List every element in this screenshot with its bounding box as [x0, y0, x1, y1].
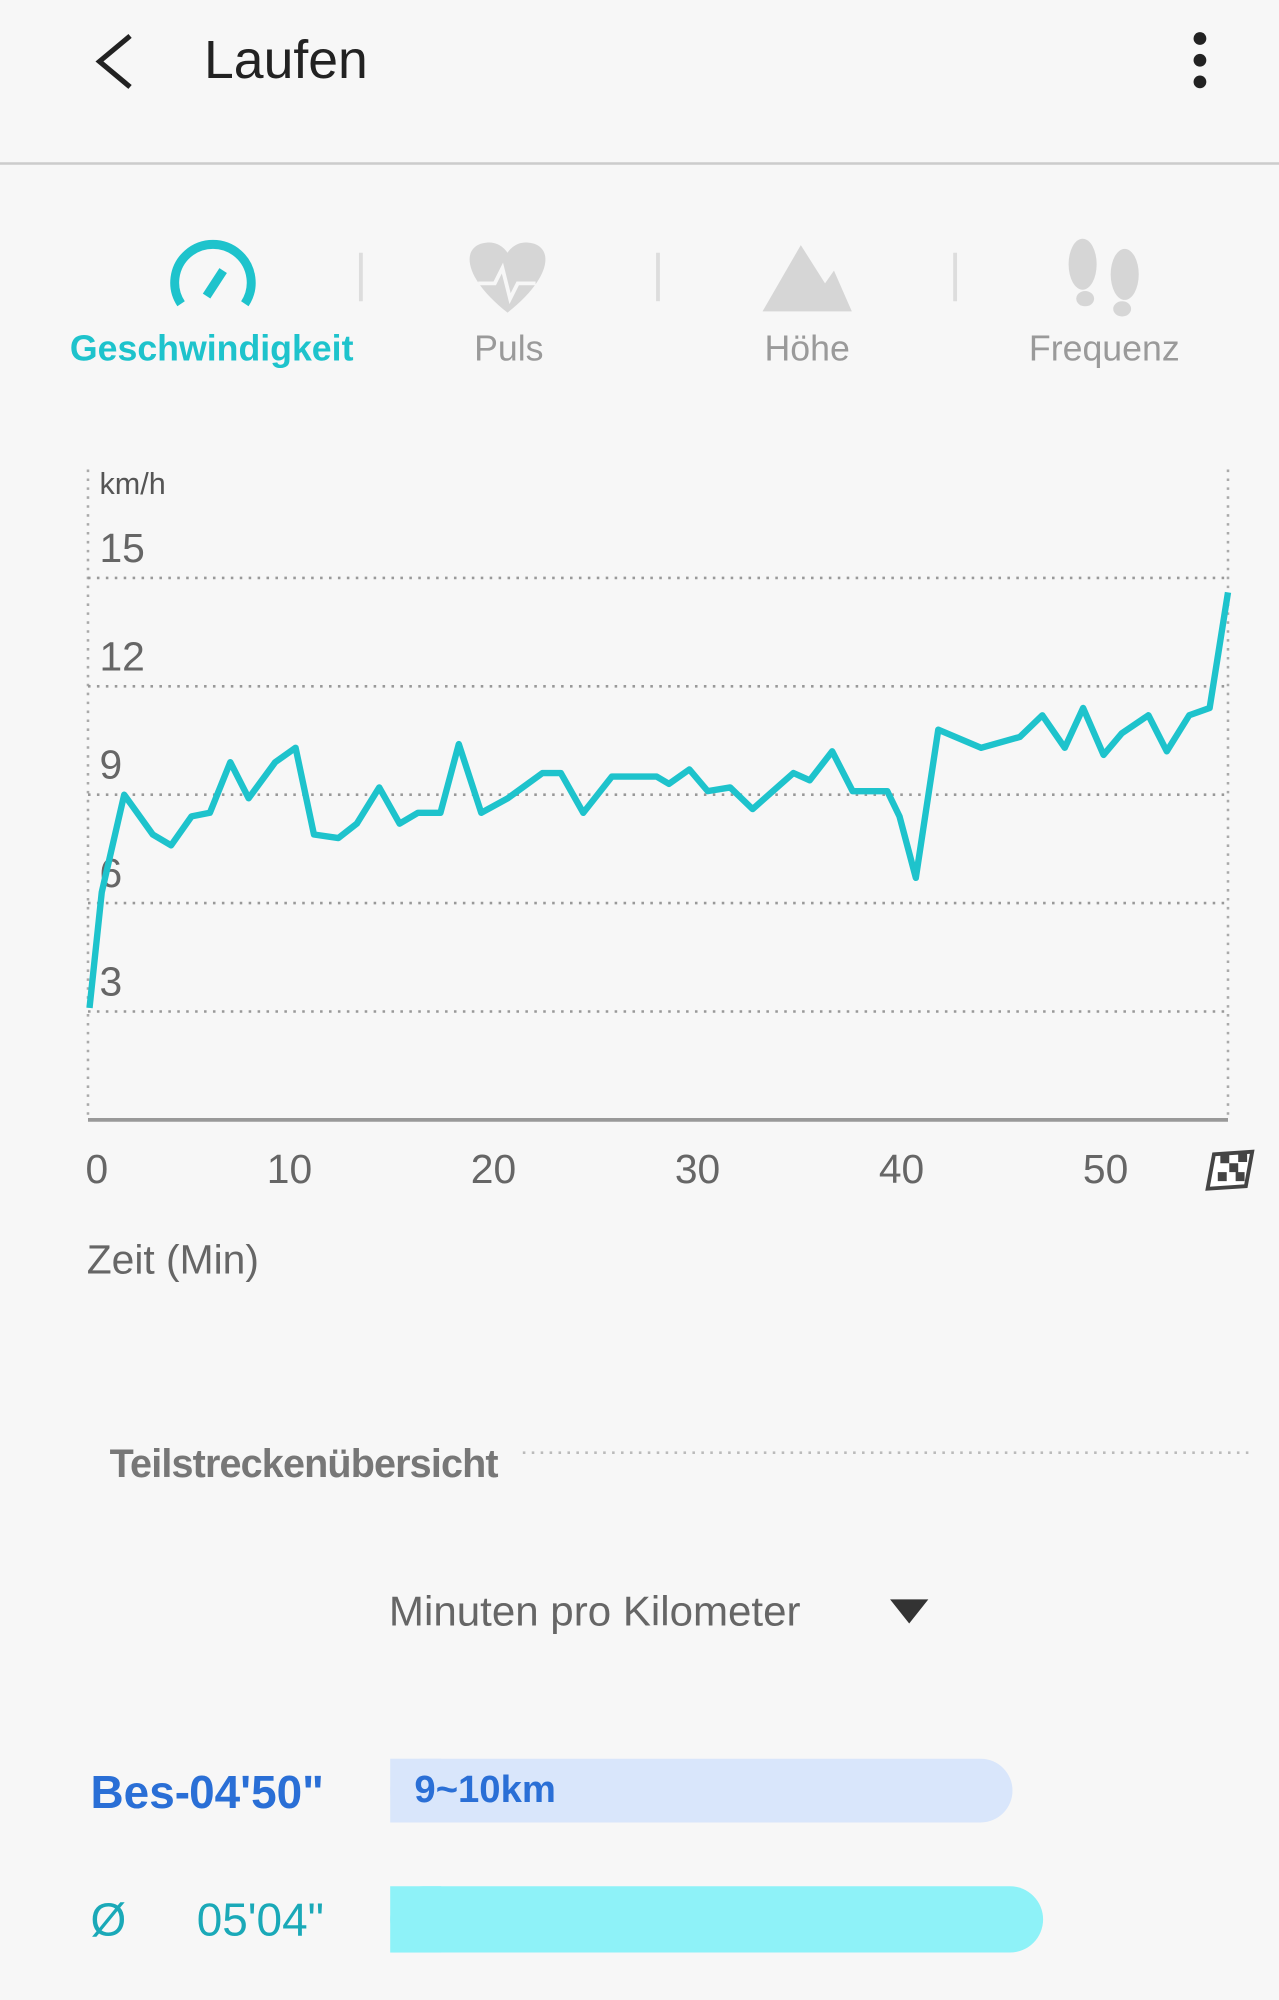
- average-time: 05'04": [197, 1893, 324, 1945]
- unit-dropdown[interactable]: Minuten pro Kilometer: [389, 1588, 929, 1635]
- split-bar: [390, 1886, 1044, 1953]
- speed-line: [86, 591, 1232, 1009]
- x-axis-label: Zeit (Min): [87, 1236, 259, 1282]
- dropdown-arrow: [890, 1599, 929, 1624]
- x-tick-label: 30: [675, 1146, 720, 1192]
- more-menu[interactable]: [1193, 32, 1207, 89]
- y-tick-label: 9: [99, 742, 122, 788]
- x-tick-label: 10: [267, 1146, 312, 1192]
- y-tick-label: 12: [99, 633, 144, 679]
- x-tick-label: 50: [1083, 1146, 1128, 1192]
- y-tick-label: 15: [99, 525, 144, 571]
- dropdown-label: Minuten pro Kilometer: [389, 1588, 801, 1635]
- x-tick-label: 0: [86, 1146, 109, 1192]
- back-button[interactable]: [95, 34, 132, 89]
- split-bar-edge: [390, 1886, 442, 1953]
- tab-label[interactable]: Frequenz: [1029, 328, 1180, 368]
- mountain-icon: [762, 245, 852, 312]
- x-tick-label: 20: [471, 1146, 516, 1192]
- best-time: 04'50": [189, 1766, 324, 1818]
- best-label: Bes-: [91, 1766, 190, 1818]
- section-title: Teilstreckenübersicht: [110, 1442, 499, 1486]
- tab-label[interactable]: Höhe: [765, 328, 850, 368]
- x-tick-label: 40: [879, 1146, 924, 1192]
- speed-icon: [170, 239, 256, 307]
- tab-bar: Geschwindigkeit Puls Höhe Frequenz: [70, 238, 1180, 368]
- heart-icon: [469, 242, 546, 313]
- average-label: Ø: [91, 1893, 127, 1945]
- page-title: Laufen: [204, 31, 368, 90]
- y-tick-label: 3: [99, 958, 122, 1004]
- split-bar-edge: [390, 1758, 442, 1823]
- footprint-icon: [1068, 238, 1139, 317]
- tab-label[interactable]: Geschwindigkeit: [70, 328, 354, 368]
- y-axis-label: km/h: [99, 467, 165, 501]
- tab-label[interactable]: Puls: [474, 328, 543, 368]
- best-segment: 9~10km: [414, 1768, 555, 1811]
- split-bar: [390, 1758, 1013, 1823]
- finish-flag: [1205, 1149, 1255, 1191]
- pulse-line: [478, 262, 536, 305]
